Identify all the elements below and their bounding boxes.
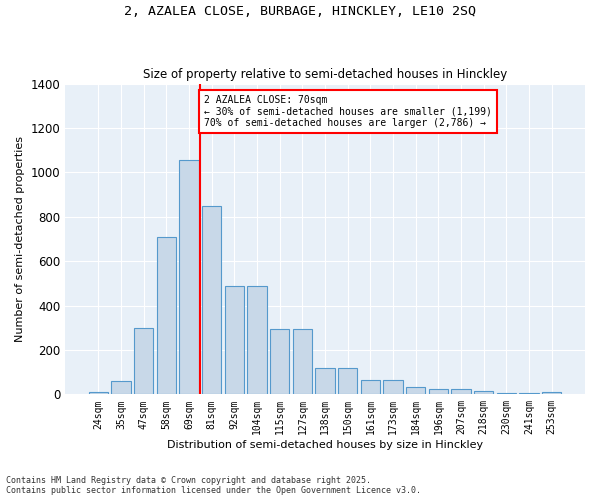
Bar [112,381,131,394]
Bar [293,329,312,394]
Bar [406,386,425,394]
Bar [451,389,471,394]
Bar [497,393,516,394]
Bar [270,329,289,394]
Y-axis label: Number of semi-detached properties: Number of semi-detached properties [15,136,25,342]
Text: Contains HM Land Registry data © Crown copyright and database right 2025.
Contai: Contains HM Land Registry data © Crown c… [6,476,421,495]
Bar [383,380,403,394]
Bar [157,236,176,394]
Bar [542,392,562,394]
Text: 2 AZALEA CLOSE: 70sqm
← 30% of semi-detached houses are smaller (1,199)
70% of s: 2 AZALEA CLOSE: 70sqm ← 30% of semi-deta… [204,94,491,128]
Bar [474,391,493,394]
Bar [179,160,199,394]
Bar [134,328,154,394]
Bar [89,392,108,394]
Bar [225,286,244,395]
Bar [247,286,267,395]
Bar [202,206,221,394]
Bar [316,368,335,394]
Bar [520,393,539,394]
Bar [429,389,448,394]
Title: Size of property relative to semi-detached houses in Hinckley: Size of property relative to semi-detach… [143,68,507,81]
Bar [338,368,358,394]
Bar [361,380,380,394]
Text: 2, AZALEA CLOSE, BURBAGE, HINCKLEY, LE10 2SQ: 2, AZALEA CLOSE, BURBAGE, HINCKLEY, LE10… [124,5,476,18]
X-axis label: Distribution of semi-detached houses by size in Hinckley: Distribution of semi-detached houses by … [167,440,483,450]
